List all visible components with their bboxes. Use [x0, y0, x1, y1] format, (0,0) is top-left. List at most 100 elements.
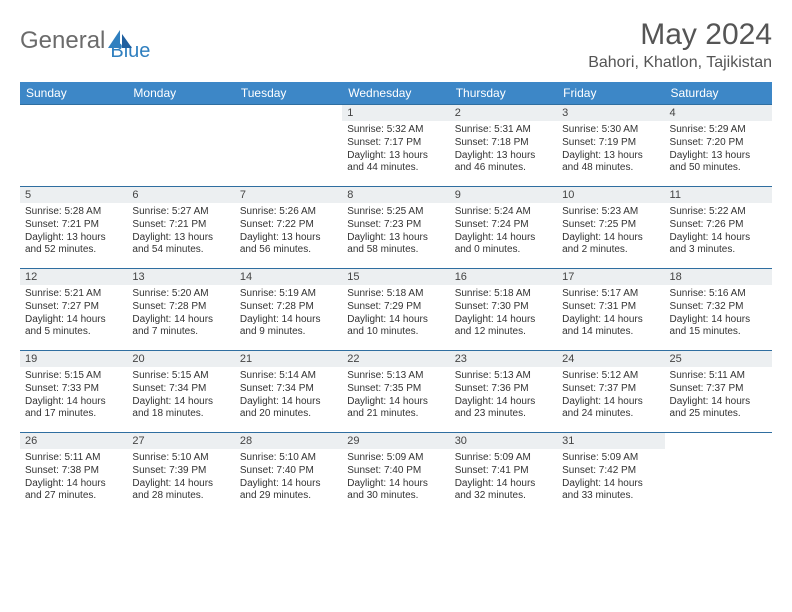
info-line: Sunset: 7:28 PM	[132, 301, 229, 314]
calendar-body: 1Sunrise: 5:32 AMSunset: 7:17 PMDaylight…	[20, 104, 772, 514]
day-number: 22	[342, 351, 449, 367]
info-line: Sunrise: 5:16 AM	[670, 288, 767, 301]
day-info: Sunrise: 5:19 AMSunset: 7:28 PMDaylight:…	[235, 285, 342, 350]
info-line: Daylight: 14 hours	[132, 478, 229, 491]
day-cell: 16Sunrise: 5:18 AMSunset: 7:30 PMDayligh…	[450, 269, 557, 350]
weekday-header: Friday	[557, 82, 664, 104]
info-line: Daylight: 13 hours	[132, 232, 229, 245]
info-line: and 52 minutes.	[25, 244, 122, 257]
info-line: Sunset: 7:36 PM	[455, 383, 552, 396]
info-line: and 14 minutes.	[562, 326, 659, 339]
info-line: Daylight: 14 hours	[25, 314, 122, 327]
info-line: Daylight: 14 hours	[455, 478, 552, 491]
day-info: Sunrise: 5:28 AMSunset: 7:21 PMDaylight:…	[20, 203, 127, 268]
info-line: Daylight: 14 hours	[562, 396, 659, 409]
info-line: and 24 minutes.	[562, 408, 659, 421]
info-line: Daylight: 14 hours	[670, 396, 767, 409]
info-line: Daylight: 13 hours	[347, 232, 444, 245]
info-line: Sunset: 7:21 PM	[132, 219, 229, 232]
info-line: Sunset: 7:18 PM	[455, 137, 552, 150]
info-line: Sunrise: 5:14 AM	[240, 370, 337, 383]
info-line: and 3 minutes.	[670, 244, 767, 257]
info-line: Sunrise: 5:18 AM	[347, 288, 444, 301]
info-line: and 21 minutes.	[347, 408, 444, 421]
day-number: 3	[557, 105, 664, 121]
info-line: Sunrise: 5:32 AM	[347, 124, 444, 137]
weekday-header-row: SundayMondayTuesdayWednesdayThursdayFrid…	[20, 82, 772, 104]
info-line: Sunset: 7:35 PM	[347, 383, 444, 396]
info-line: Sunrise: 5:19 AM	[240, 288, 337, 301]
info-line: Sunset: 7:28 PM	[240, 301, 337, 314]
info-line: and 46 minutes.	[455, 162, 552, 175]
info-line: Sunset: 7:24 PM	[455, 219, 552, 232]
day-number: 26	[20, 433, 127, 449]
day-number: 29	[342, 433, 449, 449]
day-number: 7	[235, 187, 342, 203]
info-line: Sunrise: 5:11 AM	[670, 370, 767, 383]
info-line: Sunrise: 5:28 AM	[25, 206, 122, 219]
day-cell: 17Sunrise: 5:17 AMSunset: 7:31 PMDayligh…	[557, 269, 664, 350]
day-cell: 24Sunrise: 5:12 AMSunset: 7:37 PMDayligh…	[557, 351, 664, 432]
day-info: Sunrise: 5:23 AMSunset: 7:25 PMDaylight:…	[557, 203, 664, 268]
info-line: Daylight: 14 hours	[347, 396, 444, 409]
info-line: Daylight: 14 hours	[562, 314, 659, 327]
day-number: 5	[20, 187, 127, 203]
info-line: Sunrise: 5:21 AM	[25, 288, 122, 301]
info-line: Sunset: 7:33 PM	[25, 383, 122, 396]
logo: General Blue	[20, 18, 150, 63]
info-line: Sunrise: 5:17 AM	[562, 288, 659, 301]
weekday-header: Tuesday	[235, 82, 342, 104]
day-number: 1	[342, 105, 449, 121]
day-number: 13	[127, 269, 234, 285]
day-cell: 12Sunrise: 5:21 AMSunset: 7:27 PMDayligh…	[20, 269, 127, 350]
info-line: Daylight: 13 hours	[240, 232, 337, 245]
info-line: Sunset: 7:23 PM	[347, 219, 444, 232]
info-line: Sunrise: 5:25 AM	[347, 206, 444, 219]
info-line: Daylight: 14 hours	[455, 396, 552, 409]
info-line: Daylight: 14 hours	[240, 478, 337, 491]
title-month: May 2024	[588, 18, 772, 52]
day-cell	[127, 105, 234, 186]
logo-sail-icon	[108, 32, 134, 50]
info-line: Sunrise: 5:24 AM	[455, 206, 552, 219]
day-info: Sunrise: 5:14 AMSunset: 7:34 PMDaylight:…	[235, 367, 342, 432]
info-line: and 7 minutes.	[132, 326, 229, 339]
info-line: and 17 minutes.	[25, 408, 122, 421]
day-info: Sunrise: 5:15 AMSunset: 7:33 PMDaylight:…	[20, 367, 127, 432]
day-number: 19	[20, 351, 127, 367]
info-line: Daylight: 13 hours	[455, 150, 552, 163]
day-info: Sunrise: 5:21 AMSunset: 7:27 PMDaylight:…	[20, 285, 127, 350]
day-number: 30	[450, 433, 557, 449]
info-line: Sunset: 7:21 PM	[25, 219, 122, 232]
info-line: and 15 minutes.	[670, 326, 767, 339]
weekday-header: Sunday	[20, 82, 127, 104]
day-cell	[235, 105, 342, 186]
info-line: Sunset: 7:26 PM	[670, 219, 767, 232]
day-number: 28	[235, 433, 342, 449]
day-number	[235, 105, 342, 121]
day-info: Sunrise: 5:29 AMSunset: 7:20 PMDaylight:…	[665, 121, 772, 186]
day-cell: 9Sunrise: 5:24 AMSunset: 7:24 PMDaylight…	[450, 187, 557, 268]
day-cell: 4Sunrise: 5:29 AMSunset: 7:20 PMDaylight…	[665, 105, 772, 186]
day-info: Sunrise: 5:20 AMSunset: 7:28 PMDaylight:…	[127, 285, 234, 350]
info-line: Sunrise: 5:26 AM	[240, 206, 337, 219]
week-row: 5Sunrise: 5:28 AMSunset: 7:21 PMDaylight…	[20, 186, 772, 268]
info-line: and 10 minutes.	[347, 326, 444, 339]
day-info: Sunrise: 5:27 AMSunset: 7:21 PMDaylight:…	[127, 203, 234, 268]
info-line: Daylight: 14 hours	[132, 314, 229, 327]
info-line: and 54 minutes.	[132, 244, 229, 257]
day-info: Sunrise: 5:09 AMSunset: 7:40 PMDaylight:…	[342, 449, 449, 514]
day-info: Sunrise: 5:10 AMSunset: 7:40 PMDaylight:…	[235, 449, 342, 514]
day-cell	[665, 433, 772, 514]
day-cell: 3Sunrise: 5:30 AMSunset: 7:19 PMDaylight…	[557, 105, 664, 186]
info-line: Sunrise: 5:15 AM	[132, 370, 229, 383]
info-line: Daylight: 14 hours	[25, 478, 122, 491]
info-line: and 9 minutes.	[240, 326, 337, 339]
day-cell: 2Sunrise: 5:31 AMSunset: 7:18 PMDaylight…	[450, 105, 557, 186]
week-row: 19Sunrise: 5:15 AMSunset: 7:33 PMDayligh…	[20, 350, 772, 432]
info-line: Sunrise: 5:29 AM	[670, 124, 767, 137]
day-info	[665, 449, 772, 514]
day-cell: 22Sunrise: 5:13 AMSunset: 7:35 PMDayligh…	[342, 351, 449, 432]
day-number: 16	[450, 269, 557, 285]
info-line: Sunrise: 5:10 AM	[240, 452, 337, 465]
